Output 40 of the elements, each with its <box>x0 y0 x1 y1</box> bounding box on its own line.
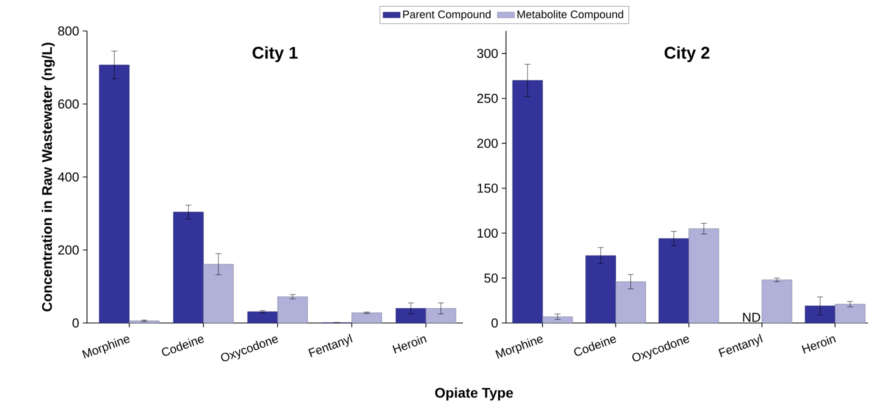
bar <box>512 80 543 324</box>
text: City 2 <box>664 46 710 62</box>
bar <box>616 281 646 324</box>
annotation: ND <box>743 312 760 322</box>
y-axis-title: Concentration in Raw Wastewater (ng/L) <box>42 42 55 312</box>
bar <box>277 296 308 324</box>
bar <box>352 312 382 324</box>
text: City 1 <box>252 46 298 62</box>
y-tick-label: 800 <box>58 26 79 36</box>
y-tick-label: 100 <box>478 228 498 238</box>
y-tick-label: 200 <box>477 138 498 148</box>
bar <box>688 228 720 324</box>
legend-label: Metabolite Compound <box>518 10 624 20</box>
bar <box>762 280 792 324</box>
y-tick-label: 0 <box>492 318 498 328</box>
y-tick-label: 300 <box>477 48 498 58</box>
y-tick-label: 150 <box>478 184 498 193</box>
bar <box>804 306 836 324</box>
y-tick-label: 600 <box>58 99 79 109</box>
y-tick-label: 400 <box>58 172 79 182</box>
legend-label: Parent Compound <box>403 10 491 20</box>
bar <box>586 255 616 324</box>
x-tick-label: Codeine <box>574 336 616 356</box>
bar <box>99 64 130 324</box>
x-tick-label: Codeine <box>162 336 204 356</box>
bar <box>173 212 204 324</box>
y-tick-label: 0 <box>72 318 79 328</box>
x-tick-label: Heroin <box>392 336 427 354</box>
x-axis-title: Opiate Type <box>435 387 513 400</box>
y-tick-label: 50 <box>484 273 498 283</box>
bar <box>203 264 234 324</box>
y-tick-label: 250 <box>477 94 498 103</box>
bar <box>396 308 426 324</box>
bar <box>542 316 573 324</box>
bar <box>247 311 278 324</box>
bar <box>426 308 456 324</box>
bar <box>658 238 690 324</box>
bar <box>834 304 866 324</box>
y-tick-label: 200 <box>58 245 79 255</box>
x-tick-label: Heroin <box>802 336 836 354</box>
